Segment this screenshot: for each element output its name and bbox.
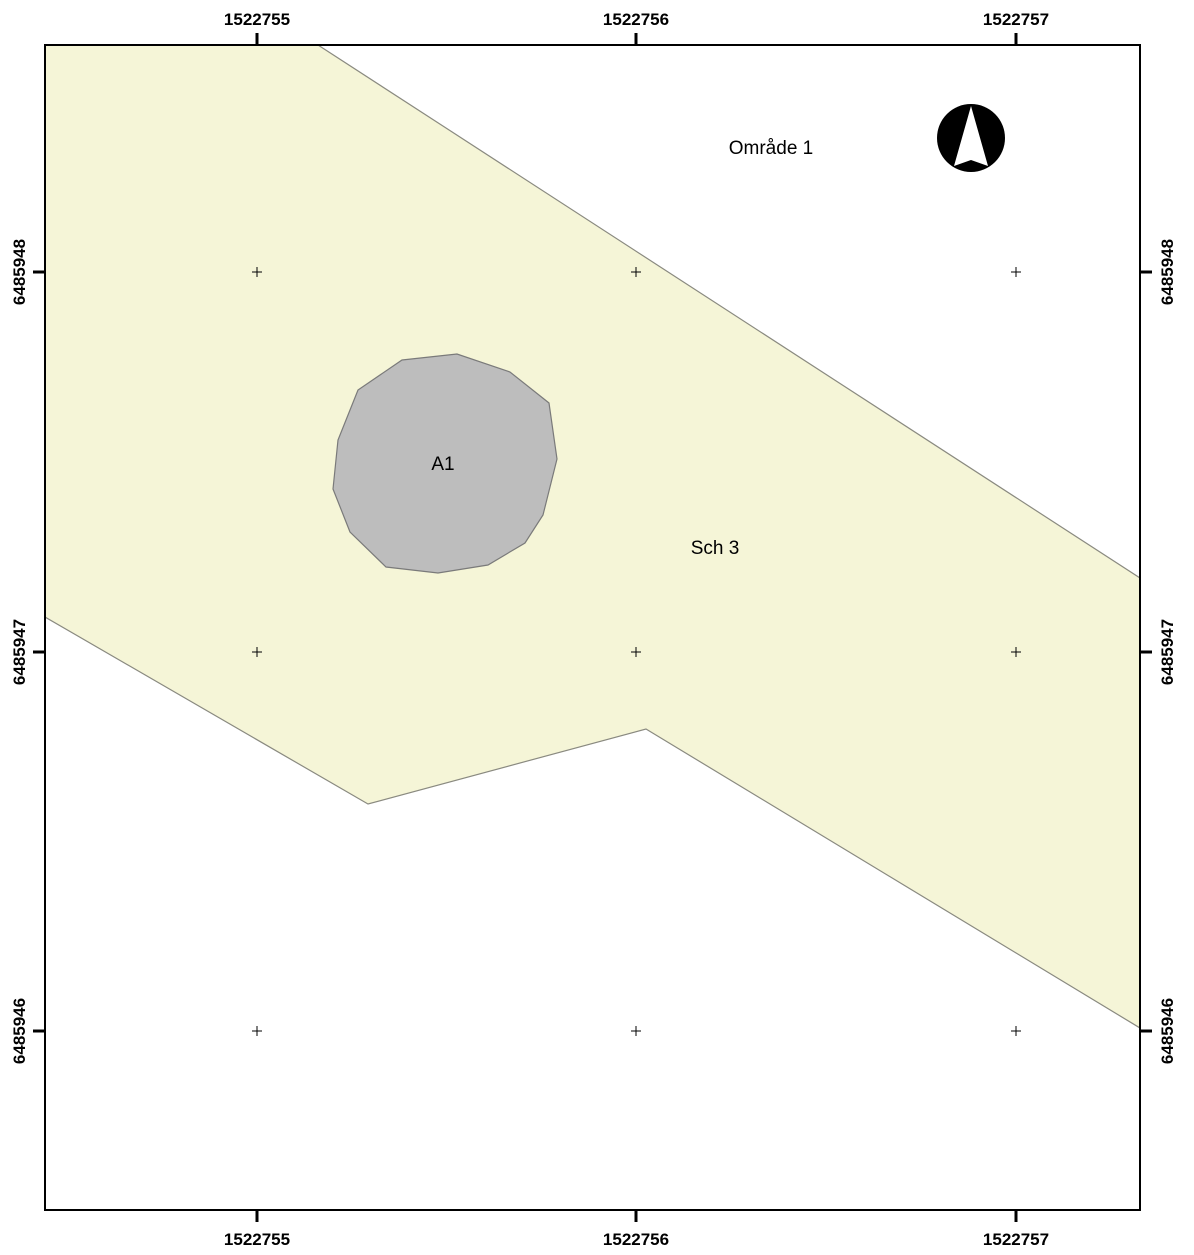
y-tick-label-right: 6485948 bbox=[1158, 239, 1177, 305]
zone-label: Sch 3 bbox=[691, 538, 740, 559]
grid-cross bbox=[631, 1026, 641, 1036]
x-tick-label-top: 1522755 bbox=[224, 10, 290, 29]
y-tick-label-right: 6485947 bbox=[1158, 619, 1177, 685]
area-label: Område 1 bbox=[729, 138, 813, 159]
grid-cross bbox=[1011, 647, 1021, 657]
x-tick-label-top: 1522756 bbox=[603, 10, 669, 29]
grid-cross bbox=[1011, 1026, 1021, 1036]
y-tick-label-left: 6485947 bbox=[10, 619, 29, 685]
x-tick-label-bottom: 1522757 bbox=[983, 1230, 1049, 1249]
y-tick-label-left: 6485946 bbox=[10, 998, 29, 1064]
x-tick-label-bottom: 1522756 bbox=[603, 1230, 669, 1249]
axis-ticks bbox=[33, 33, 1152, 1222]
north-arrow-icon bbox=[937, 104, 1005, 172]
grid-cross bbox=[1011, 267, 1021, 277]
x-tick-label-bottom: 1522755 bbox=[224, 1230, 290, 1249]
grid-cross bbox=[252, 1026, 262, 1036]
grid-cross bbox=[252, 267, 262, 277]
grid-crosses bbox=[252, 267, 1021, 1036]
object-label: A1 bbox=[431, 454, 454, 475]
y-tick-label-right: 6485946 bbox=[1158, 998, 1177, 1064]
object-polygon[interactable] bbox=[332, 353, 558, 574]
zone-polygon[interactable] bbox=[45, 45, 1140, 1029]
map-frame bbox=[44, 44, 1141, 1211]
grid-cross bbox=[252, 647, 262, 657]
grid-cross bbox=[631, 647, 641, 657]
y-tick-label-left: 6485948 bbox=[10, 239, 29, 305]
grid-cross bbox=[631, 267, 641, 277]
x-tick-label-top: 1522757 bbox=[983, 10, 1049, 29]
